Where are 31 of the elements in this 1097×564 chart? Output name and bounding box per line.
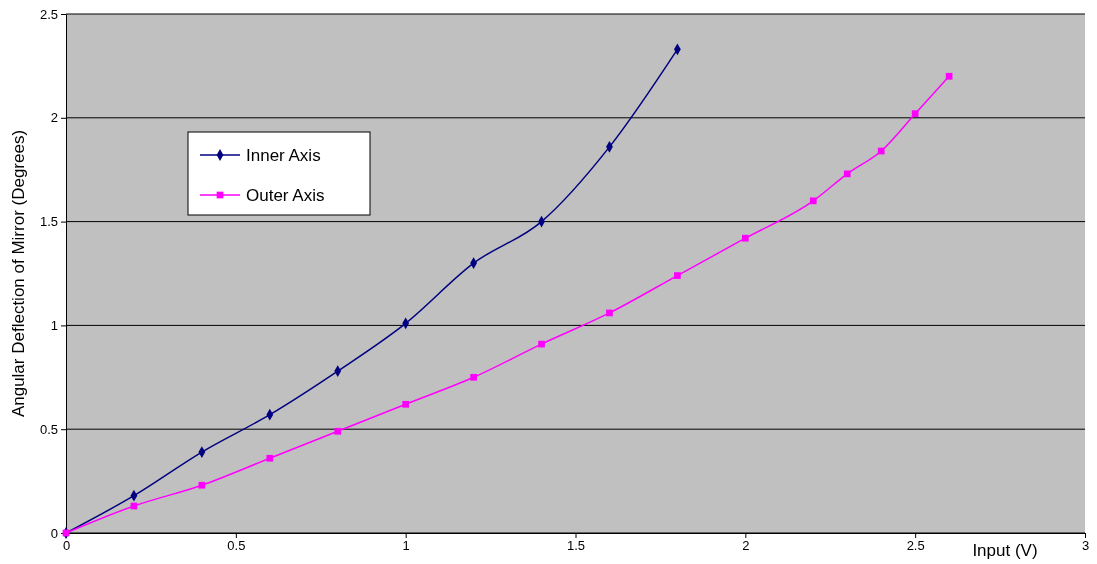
point	[877, 147, 885, 155]
x-tick-label: 0	[62, 538, 71, 554]
y-axis-title: Angular Deflection of Mirror (Degrees)	[9, 129, 28, 418]
point	[741, 234, 749, 242]
point	[843, 170, 851, 178]
y-tick-label: 0	[50, 525, 58, 541]
x-tick-label: 3	[1081, 538, 1090, 554]
point	[198, 481, 206, 489]
x-tick-label: 2.5	[906, 538, 925, 554]
x-tick-label: 0.5	[227, 538, 246, 554]
point	[334, 427, 342, 435]
y-tick-label: 2.5	[39, 6, 58, 22]
point	[538, 340, 545, 348]
y-tick-label: 2	[50, 110, 58, 126]
point	[674, 272, 681, 279]
point	[266, 454, 274, 462]
point	[911, 110, 919, 117]
point	[945, 72, 953, 80]
x-tick-label: 1	[402, 538, 410, 554]
x-tick-label: 1.5	[566, 538, 586, 554]
x-axis-title: Input (V)	[972, 541, 1038, 560]
x-tick-label: 2	[742, 538, 750, 554]
y-tick-label: 0.5	[39, 421, 58, 437]
legend-label: Outer Axis	[246, 186, 325, 205]
y-tick-label: 1	[50, 318, 58, 334]
y-tick-label: 1.5	[39, 214, 58, 230]
point	[606, 309, 613, 317]
point	[809, 197, 817, 205]
legend-label: Inner Axis	[246, 146, 321, 165]
point	[470, 373, 477, 381]
point	[402, 400, 410, 408]
